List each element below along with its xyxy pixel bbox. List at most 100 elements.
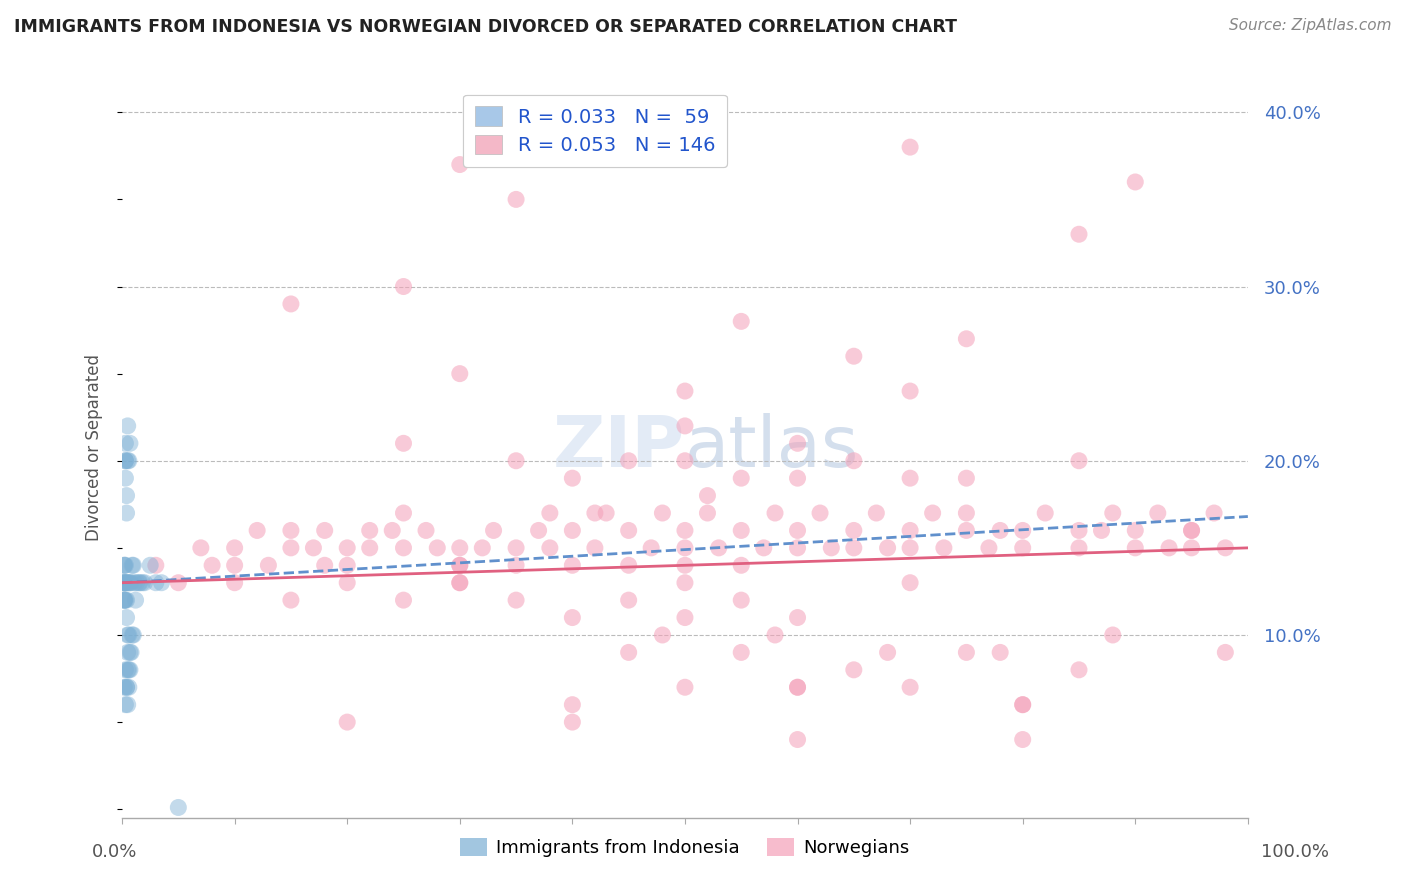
Point xyxy=(1146,506,1168,520)
Point xyxy=(1067,524,1090,538)
Point xyxy=(538,541,561,555)
Point xyxy=(117,575,139,590)
Point xyxy=(112,558,135,573)
Point xyxy=(1011,541,1033,555)
Point xyxy=(449,575,471,590)
Point xyxy=(392,436,415,450)
Point xyxy=(117,418,139,433)
Point xyxy=(314,524,336,538)
Point xyxy=(336,715,359,730)
Text: ZIP: ZIP xyxy=(553,413,685,483)
Point xyxy=(842,454,865,468)
Point xyxy=(561,524,583,538)
Point xyxy=(115,680,138,694)
Legend: R = 0.033   N =  59, R = 0.053   N = 146: R = 0.033 N = 59, R = 0.053 N = 146 xyxy=(463,95,727,167)
Point xyxy=(314,558,336,573)
Point xyxy=(505,593,527,607)
Point xyxy=(145,558,167,573)
Point xyxy=(190,541,212,555)
Point xyxy=(114,575,136,590)
Point xyxy=(505,541,527,555)
Point xyxy=(1180,524,1202,538)
Point xyxy=(117,698,139,712)
Point xyxy=(932,541,955,555)
Text: 100.0%: 100.0% xyxy=(1261,843,1329,861)
Point xyxy=(1067,227,1090,242)
Point xyxy=(1215,541,1237,555)
Point xyxy=(898,575,921,590)
Point xyxy=(898,471,921,485)
Point xyxy=(112,575,135,590)
Text: atlas: atlas xyxy=(685,413,859,483)
Point xyxy=(1215,645,1237,659)
Point xyxy=(617,454,640,468)
Text: IMMIGRANTS FROM INDONESIA VS NORWEGIAN DIVORCED OR SEPARATED CORRELATION CHART: IMMIGRANTS FROM INDONESIA VS NORWEGIAN D… xyxy=(14,18,957,36)
Point xyxy=(392,541,415,555)
Point xyxy=(224,541,246,555)
Point xyxy=(651,506,673,520)
Point xyxy=(505,558,527,573)
Point xyxy=(921,506,943,520)
Point xyxy=(280,524,302,538)
Point xyxy=(505,454,527,468)
Point xyxy=(124,575,146,590)
Point xyxy=(392,279,415,293)
Point xyxy=(786,732,808,747)
Point xyxy=(707,541,730,555)
Point xyxy=(820,541,842,555)
Point xyxy=(1180,541,1202,555)
Point xyxy=(381,524,404,538)
Point xyxy=(125,575,148,590)
Point xyxy=(673,524,696,538)
Point xyxy=(842,524,865,538)
Point xyxy=(112,593,135,607)
Point xyxy=(167,800,190,814)
Point xyxy=(118,663,141,677)
Point xyxy=(730,558,752,573)
Point xyxy=(114,558,136,573)
Point xyxy=(120,645,142,659)
Point xyxy=(898,541,921,555)
Point xyxy=(118,575,141,590)
Point xyxy=(114,454,136,468)
Point xyxy=(112,575,135,590)
Point xyxy=(224,575,246,590)
Point xyxy=(115,680,138,694)
Point xyxy=(167,575,190,590)
Point xyxy=(134,575,156,590)
Point xyxy=(112,575,135,590)
Point xyxy=(117,663,139,677)
Point xyxy=(977,541,1000,555)
Point xyxy=(392,506,415,520)
Point xyxy=(128,575,150,590)
Point xyxy=(1101,628,1123,642)
Point xyxy=(115,593,138,607)
Point xyxy=(117,454,139,468)
Point xyxy=(786,541,808,555)
Point xyxy=(673,680,696,694)
Point xyxy=(257,558,280,573)
Point xyxy=(115,610,138,624)
Point xyxy=(617,558,640,573)
Point xyxy=(651,628,673,642)
Point xyxy=(955,645,977,659)
Point xyxy=(246,524,269,538)
Point xyxy=(112,593,135,607)
Point xyxy=(449,575,471,590)
Point xyxy=(955,524,977,538)
Point xyxy=(449,541,471,555)
Point xyxy=(561,698,583,712)
Point xyxy=(527,524,550,538)
Point xyxy=(673,541,696,555)
Point xyxy=(1011,732,1033,747)
Point xyxy=(118,454,141,468)
Point xyxy=(673,454,696,468)
Point xyxy=(114,454,136,468)
Point xyxy=(898,680,921,694)
Point xyxy=(280,541,302,555)
Point xyxy=(1011,698,1033,712)
Point xyxy=(117,628,139,642)
Point xyxy=(145,575,167,590)
Point xyxy=(115,489,138,503)
Point xyxy=(730,645,752,659)
